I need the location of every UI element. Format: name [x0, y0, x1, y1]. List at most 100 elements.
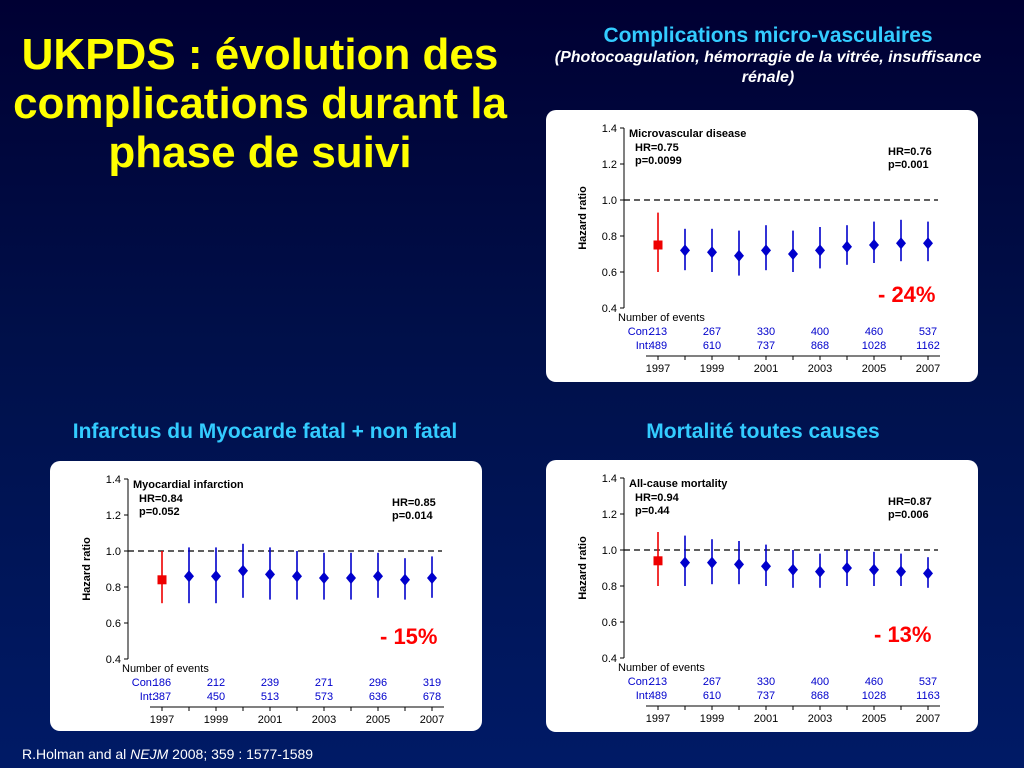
x-tick-label: 2003 [808, 713, 832, 725]
y-axis-label: Hazard ratio [577, 186, 589, 250]
data-point [788, 563, 798, 576]
y-tick-label: 1.0 [602, 545, 617, 557]
hr-right-text: p=0.014 [392, 510, 434, 522]
y-tick-label: 1.0 [106, 546, 121, 558]
hr-left-text: HR=0.75 [635, 142, 679, 154]
y-axis-label: Hazard ratio [81, 537, 93, 601]
data-point [761, 560, 771, 573]
chart-title: Myocardial infarction [133, 479, 244, 491]
data-point [869, 239, 879, 251]
int-value: 610 [703, 690, 721, 702]
int-value: 636 [369, 691, 387, 703]
chart-panel-microvascular: 0.4 0.6 0.8 1.0 1.2 1.4 Hazard ratio Microvascu… [546, 110, 978, 382]
x-tick-label: 2003 [808, 363, 832, 375]
int-value: 489 [649, 340, 667, 352]
int-value: 1163 [916, 690, 940, 702]
x-tick-label: 2001 [754, 713, 778, 725]
x-tick-label: 1999 [700, 713, 724, 725]
con-value: 213 [649, 326, 667, 338]
int-value: 868 [811, 690, 829, 702]
x-tick-label: 1997 [150, 714, 174, 726]
data-point [653, 556, 663, 566]
con-value: 239 [261, 677, 279, 689]
x-tick-label: 2001 [754, 363, 778, 375]
con-value: 212 [207, 677, 225, 689]
y-tick-label: 0.6 [602, 617, 617, 629]
x-tick-label: 1999 [700, 363, 724, 375]
x-tick-label: 2007 [916, 713, 940, 725]
data-point [707, 246, 717, 259]
chart-mortality: 0.4 0.6 0.8 1.0 1.2 1.4 Hazard ratio All-cause … [577, 473, 940, 725]
data-point [923, 567, 933, 580]
y-tick-label: 0.4 [106, 654, 121, 666]
y-tick-label: 0.6 [106, 618, 121, 630]
chart-title: Microvascular disease [629, 128, 746, 140]
x-tick-label: 2005 [862, 363, 886, 375]
int-label: Int: [636, 690, 651, 702]
int-value: 450 [207, 691, 225, 703]
con-value: 460 [865, 326, 883, 338]
int-label: Int: [636, 340, 651, 352]
data-point [680, 556, 690, 569]
data-point [815, 565, 825, 578]
int-value: 678 [423, 691, 441, 703]
events-label: Number of events [618, 662, 705, 674]
con-value: 267 [703, 676, 721, 688]
data-point [896, 565, 906, 578]
data-point [211, 570, 221, 583]
mortality-reduction: - 13% [874, 622, 932, 647]
x-tick-label: 2003 [312, 714, 336, 726]
con-value: 330 [757, 676, 775, 688]
events-label: Number of events [122, 663, 209, 675]
slide-title: UKPDS : évolution des complications dura… [13, 30, 507, 177]
y-tick-label: 1.4 [602, 123, 617, 135]
con-label: Con: [628, 676, 651, 688]
con-value: 330 [757, 326, 775, 338]
data-point [292, 570, 302, 583]
hr-right-text: p=0.001 [888, 159, 929, 171]
data-point [680, 244, 690, 257]
mortality-heading-text: Mortalité toutes causes [646, 420, 880, 443]
con-value: 267 [703, 326, 721, 338]
data-point [761, 244, 771, 257]
con-value: 213 [649, 676, 667, 688]
hr-left-text: HR=0.94 [635, 492, 680, 504]
chart-title: All-cause mortality [629, 478, 728, 490]
x-tick-label: 2005 [366, 714, 390, 726]
con-value: 537 [919, 326, 937, 338]
y-tick-label: 0.8 [106, 582, 121, 594]
micro-heading-main: Complications micro-vasculaires [603, 24, 933, 47]
data-point [923, 237, 933, 250]
data-point [896, 237, 906, 250]
citation-pre: R.Holman and al [22, 746, 131, 762]
x-tick-label: 1997 [646, 363, 670, 375]
micro-heading-sub: (Photocoagulation, hémorragie de la vitr… [554, 49, 982, 86]
chart-microvascular: 0.4 0.6 0.8 1.0 1.2 1.4 Hazard ratio Microvascu… [577, 123, 940, 375]
hr-left-text: p=0.44 [635, 505, 670, 517]
data-point [842, 240, 852, 253]
hr-left-text: p=0.0099 [635, 155, 682, 167]
hr-right-text: HR=0.87 [888, 496, 932, 508]
data-point [707, 556, 717, 569]
y-tick-label: 0.6 [602, 267, 617, 279]
y-tick-label: 1.0 [602, 195, 617, 207]
citation: R.Holman and al NEJM 2008; 359 : 1577-15… [22, 746, 313, 762]
int-value: 1028 [862, 340, 886, 352]
int-value: 737 [757, 340, 775, 352]
x-tick-label: 2005 [862, 713, 886, 725]
data-point [319, 572, 329, 584]
events-label: Number of events [618, 312, 705, 324]
y-tick-label: 1.4 [106, 474, 121, 486]
data-point [869, 563, 879, 576]
data-point [238, 564, 248, 577]
y-tick-label: 0.4 [602, 303, 617, 315]
data-point [842, 562, 852, 574]
int-value: 868 [811, 340, 829, 352]
x-tick-label: 2007 [916, 363, 940, 375]
mortality-heading: Mortalité toutes causes [548, 420, 978, 444]
y-tick-label: 0.8 [602, 581, 617, 593]
con-value: 296 [369, 677, 387, 689]
chart-panel-mortality: 0.4 0.6 0.8 1.0 1.2 1.4 Hazard ratio All-cause … [546, 460, 978, 732]
con-label: Con: [132, 677, 155, 689]
micro-heading: Complications micro-vasculaires (Photoco… [548, 24, 988, 88]
